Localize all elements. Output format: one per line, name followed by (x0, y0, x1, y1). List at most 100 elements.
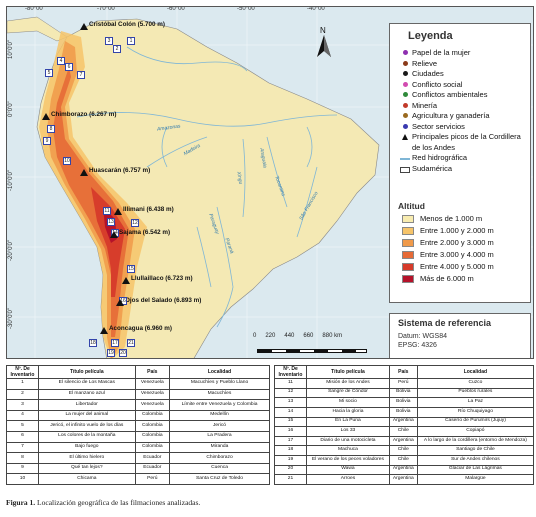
location-number: 2 (113, 45, 121, 53)
peak-triangle-icon (80, 23, 88, 30)
legend-title: Leyenda (408, 30, 453, 42)
legend-item: Agricultura y ganadería (398, 111, 522, 122)
legend-item: Relieve (398, 59, 522, 70)
cell-title: Los colores de la montaña (38, 430, 136, 443)
cell-title: Libertador (38, 399, 136, 411)
scale-bar-graphic (257, 349, 367, 353)
cell-num: 13 (274, 397, 307, 408)
cell-location: Glaciar de Las Lágrimas (416, 464, 535, 476)
continent-box-icon (400, 166, 410, 173)
cell-num: 14 (274, 406, 307, 418)
cell-title: Arroes (306, 474, 390, 485)
cell-title: La mujer del animal (38, 409, 136, 422)
cell-country: Chile (388, 426, 418, 437)
films-table-left-body: 1 El silencio de Los Mascas Venezuela Macuc… (6, 378, 270, 485)
coord-top-3: -60°00' (167, 6, 186, 12)
river-line-icon (400, 158, 410, 160)
cell-location: Macuchíes (169, 388, 270, 401)
scale-label: 0 (253, 333, 257, 339)
cell-country: Ecuador (134, 452, 171, 464)
peak-triangle-icon (402, 134, 408, 140)
altitude-swatch (402, 275, 414, 283)
peak-label: Huascarán (6.757 m) (89, 167, 151, 174)
cell-title: Mi socio (306, 397, 390, 408)
cell-title: En La Puna (306, 416, 390, 428)
brown-dot-icon (402, 60, 408, 66)
cell-num: 10 (6, 473, 39, 485)
cell-country: Bolivia (388, 406, 418, 418)
cell-location: Medellín (169, 409, 270, 422)
legend-item: Minería (398, 101, 522, 112)
reference-system-title: Sistema de referencia (398, 318, 492, 328)
cell-num: 2 (6, 388, 39, 401)
cell-country: Colombia (134, 430, 171, 443)
peak-markers (42, 23, 130, 334)
reference-system-panel: Sistema de referencia Datum: WGS84 EPSG:… (389, 313, 531, 358)
location-number: 5 (45, 69, 53, 77)
cell-country: Ecuador (134, 462, 171, 475)
location-number: 10 (63, 157, 71, 165)
figure-caption: Figura 1. Localización geográfica de las… (6, 498, 200, 507)
col-header-num: Nº. De Inventario (274, 365, 307, 379)
green-dot-icon (402, 92, 408, 97)
peak-triangle-icon (122, 277, 130, 284)
cell-location: Jericó (169, 420, 270, 432)
films-table-left: Nº. De Inventario Título película País L… (6, 365, 270, 485)
legend-item: Ciudades (398, 69, 522, 80)
cell-num: 21 (274, 474, 307, 485)
cell-country: Colombia (134, 420, 171, 432)
cell-num: 18 (274, 445, 307, 456)
cell-num: 15 (274, 416, 307, 428)
peak-label: Cristóbal Colón (5.700 m) (89, 21, 165, 28)
cell-country: Venezuela (134, 378, 171, 390)
cell-country: Bolivia (388, 397, 418, 408)
col-header-country: País (388, 365, 418, 379)
location-number: 1 (127, 37, 135, 45)
altitude-item: Entre 4.000 y 5.000 m (398, 261, 522, 273)
altitude-item: Entre 2.000 y 3.000 m (398, 237, 522, 249)
cell-country: Venezuela (134, 388, 171, 401)
table-row: 7 Bajo fuego Colombia Miranda (6, 441, 270, 454)
altitude-swatch (402, 263, 414, 271)
cell-country: Perú (134, 473, 171, 485)
location-number: 19 (107, 349, 115, 357)
peak-label: Llullaillaco (6.723 m) (131, 275, 193, 282)
cell-num: 16 (274, 426, 307, 437)
cell-location: Cuenca (169, 462, 270, 475)
cell-title: Chicama (38, 473, 136, 485)
cell-location: Macuchíes y Pueblo Llano (169, 378, 270, 390)
coord-top-5: -40°00' (307, 6, 326, 12)
table-row: 13 Mi socio Bolivia La Paz (274, 397, 535, 408)
cell-country: Argentina (388, 435, 418, 447)
table-row: 17 Diario de una motocicleta Argentina A lo… (274, 435, 535, 447)
location-number: 3 (105, 37, 113, 45)
table-row: 8 El último hielero Ecuador Chimborazo (6, 452, 270, 464)
legend-item: Conflicto social (398, 80, 522, 91)
location-number: 17 (111, 339, 119, 347)
legend-item: Conflictos ambientales (398, 90, 522, 101)
altitude-swatch (402, 239, 414, 247)
location-number: 18 (89, 339, 97, 347)
legend-item: Sudamérica (398, 164, 522, 175)
cell-country: Colombia (134, 441, 171, 454)
table-row: 15 En La Puna Argentina Caserío de Purumirs… (274, 416, 535, 428)
cell-title: Qué tan lejos? (38, 462, 136, 475)
scale-label: 440 (284, 333, 295, 339)
scale-bar: 0 220 440 660 880 km (253, 333, 373, 358)
purple-dot-icon (402, 50, 408, 55)
cell-location: A lo largo de la cordillera (entorno de … (416, 435, 535, 447)
altitude-swatch (402, 251, 414, 259)
datum-text: Datum: WGS84 (398, 333, 448, 340)
ochre-dot-icon (402, 113, 408, 118)
cell-location: Chimborazo (169, 452, 270, 464)
andes-band-4 (91, 187, 125, 297)
caption-label: Figura 1. (6, 498, 36, 507)
col-header-location: Localidad (169, 365, 270, 379)
location-number: 15 (127, 265, 135, 273)
cell-country: Venezuela (134, 399, 171, 411)
cell-num: 5 (6, 420, 39, 432)
legend-item: Principales picos de la Cordillera de lo… (398, 132, 522, 153)
table-row: 14 Hacia la gloria Bolivia Río Chuquiyago (274, 406, 535, 418)
table-row: 2 El manzano azul Venezuela Macuchíes (6, 388, 270, 401)
legend-item: Sector servicios (398, 122, 522, 133)
